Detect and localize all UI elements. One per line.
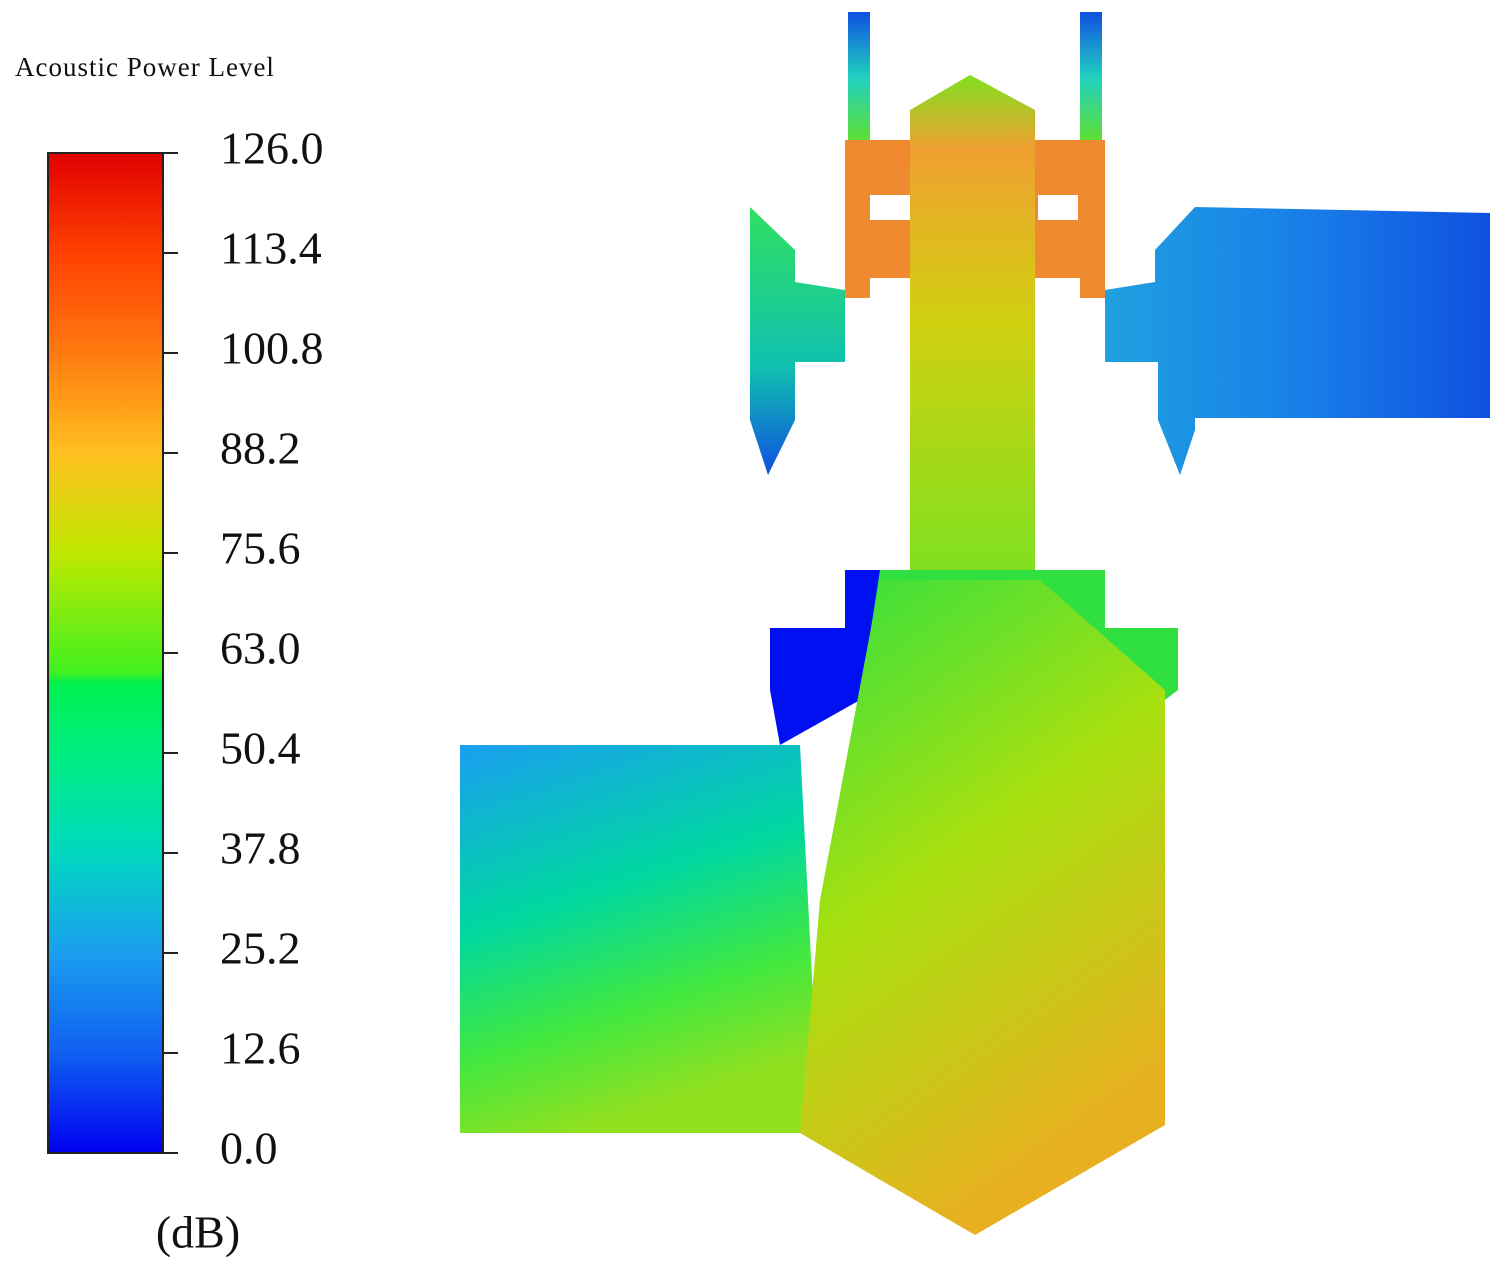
- stem: [910, 75, 1035, 570]
- tick-label: 113.4: [220, 223, 322, 274]
- tick-label: 75.6: [220, 523, 301, 574]
- hole: [870, 195, 910, 220]
- tick-label: 25.2: [220, 923, 301, 974]
- colorbar-scale: [47, 152, 164, 1154]
- tick-label: 88.2: [220, 423, 301, 474]
- left-post: [848, 12, 870, 142]
- colorbar: 0.0 12.6 25.2 37.8 50.4 63.0 75.6 88.2 100.8 113.…: [47, 123, 324, 1174]
- tick-label: 100.8: [220, 323, 324, 374]
- body: [800, 580, 1165, 1235]
- valve-contour: [460, 12, 1490, 1235]
- tick-label: 0.0: [220, 1123, 278, 1174]
- colorbar-unit: (dB): [156, 1207, 240, 1258]
- colorbar-title: Acoustic Power Level: [15, 52, 275, 82]
- flange-corner: [770, 570, 880, 745]
- tick-label: 63.0: [220, 623, 301, 674]
- left-side: [750, 207, 845, 475]
- inlet: [460, 745, 820, 1133]
- tick-label: 50.4: [220, 723, 301, 774]
- tick-label: 37.8: [220, 823, 301, 874]
- hole: [1038, 195, 1078, 220]
- right-pipe: [1105, 207, 1490, 475]
- tick-label: 126.0: [220, 123, 324, 174]
- right-post: [1080, 12, 1102, 142]
- tick-label: 12.6: [220, 1023, 301, 1074]
